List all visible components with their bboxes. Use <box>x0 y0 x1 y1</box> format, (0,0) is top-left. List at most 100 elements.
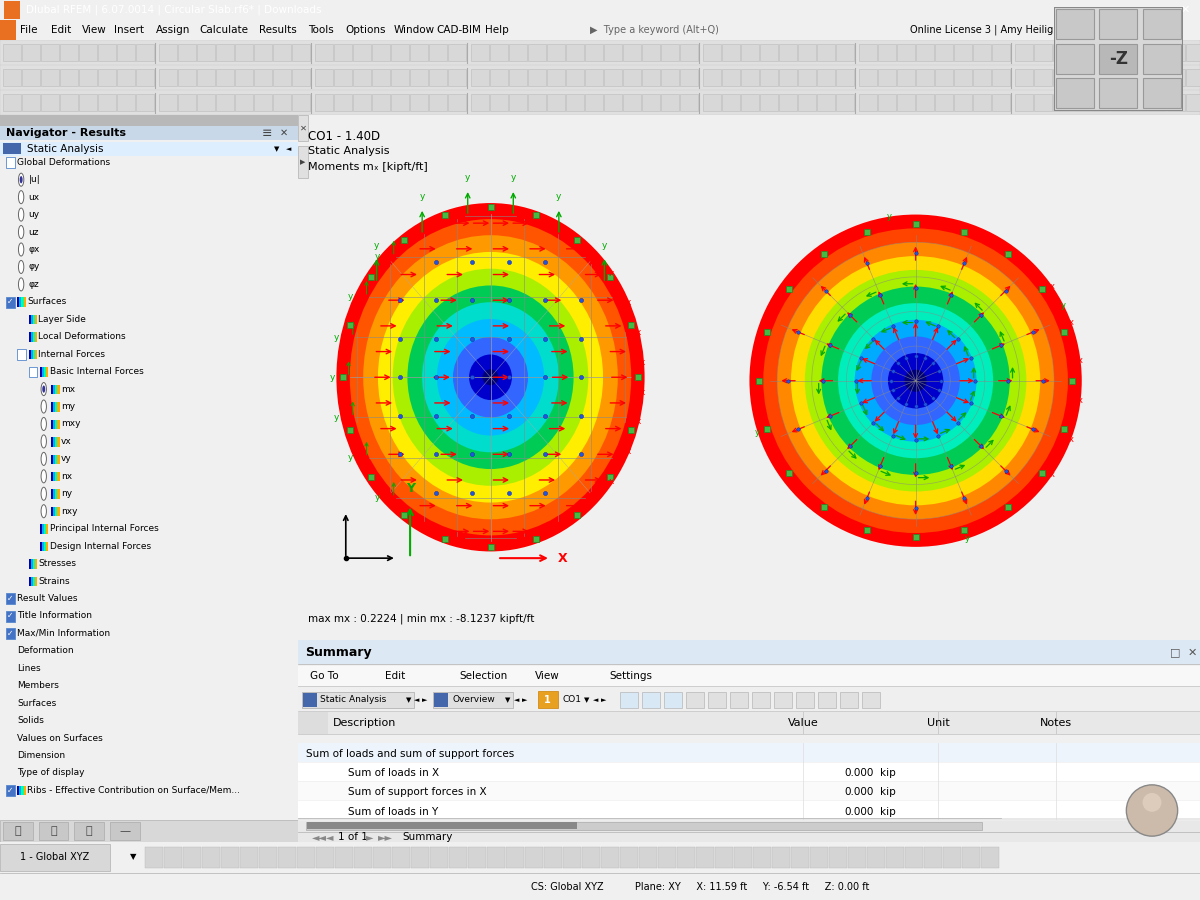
Bar <box>40 525 42 534</box>
Bar <box>32 577 35 586</box>
Bar <box>216 94 234 112</box>
Bar <box>52 437 53 446</box>
Bar <box>44 525 46 534</box>
Bar <box>164 847 182 868</box>
Text: 📁: 📁 <box>14 826 22 836</box>
Ellipse shape <box>336 203 644 552</box>
Bar <box>316 847 334 868</box>
Text: X: X <box>558 552 568 564</box>
Text: Solids: Solids <box>17 716 44 725</box>
Bar <box>58 490 60 499</box>
Circle shape <box>41 470 47 483</box>
Bar <box>44 367 46 377</box>
Text: Values on Surfaces: Values on Surfaces <box>17 734 103 742</box>
Ellipse shape <box>482 369 498 385</box>
Bar <box>703 94 721 112</box>
Bar <box>55 402 58 411</box>
Bar <box>178 94 196 112</box>
Bar <box>430 44 446 61</box>
Bar <box>1054 68 1072 86</box>
Bar <box>430 94 446 112</box>
Bar <box>1166 94 1186 112</box>
Text: x: x <box>635 418 641 427</box>
Bar <box>924 847 942 868</box>
Bar <box>52 402 53 411</box>
Bar <box>44 542 46 551</box>
Bar <box>235 68 253 86</box>
Bar <box>79 68 97 86</box>
Bar <box>298 742 1200 762</box>
Bar <box>158 94 178 112</box>
Ellipse shape <box>408 285 574 469</box>
Bar <box>136 44 154 61</box>
Bar <box>661 94 679 112</box>
Bar <box>582 847 600 868</box>
Bar <box>1142 9 1181 40</box>
Bar <box>46 367 48 377</box>
Text: Layer Side: Layer Side <box>38 315 86 324</box>
Text: Lines: Lines <box>17 663 41 672</box>
Bar <box>391 44 409 61</box>
Bar <box>307 823 577 829</box>
Text: Type of display: Type of display <box>17 769 85 778</box>
Text: ▼: ▼ <box>130 852 137 861</box>
Bar <box>992 44 1010 61</box>
Bar <box>22 786 24 796</box>
Text: 👁: 👁 <box>50 826 56 836</box>
Bar <box>848 847 866 868</box>
Bar <box>935 44 953 61</box>
Bar <box>29 350 31 359</box>
Bar <box>1099 9 1138 40</box>
Bar <box>547 94 565 112</box>
Bar <box>506 847 524 868</box>
Bar <box>973 68 991 86</box>
Bar <box>810 847 828 868</box>
Bar <box>566 68 584 86</box>
Bar <box>392 847 410 868</box>
Text: x: x <box>1050 283 1055 292</box>
Bar <box>6 611 14 622</box>
Circle shape <box>1142 793 1162 812</box>
Bar <box>52 507 53 517</box>
Bar <box>259 847 277 868</box>
Bar <box>658 847 676 868</box>
Bar <box>430 68 446 86</box>
Bar <box>528 44 546 61</box>
Bar <box>58 507 60 517</box>
Text: Global Deformations: Global Deformations <box>17 158 110 166</box>
Bar <box>1072 44 1090 61</box>
Circle shape <box>854 320 977 442</box>
Text: Overview: Overview <box>452 696 496 705</box>
Bar <box>298 818 1200 832</box>
Bar <box>1072 94 1090 112</box>
Text: y: y <box>466 174 470 183</box>
Bar <box>0 115 298 126</box>
Circle shape <box>41 382 47 396</box>
Text: CS: Global XYZ          Plane: XY     X: 11.59 ft     Y: -6.54 ft     Z: 0.00 ft: CS: Global XYZ Plane: XY X: 11.59 ft Y: … <box>530 882 869 893</box>
Bar <box>42 367 44 377</box>
Text: □: □ <box>1170 648 1181 658</box>
Bar <box>623 44 641 61</box>
Text: ✓: ✓ <box>7 786 13 795</box>
Text: ◄◄: ◄◄ <box>312 832 326 842</box>
Bar <box>354 847 372 868</box>
Bar <box>754 847 772 868</box>
Text: max mx : 0.2224 | min mx : -8.1237 kipft/ft: max mx : 0.2224 | min mx : -8.1237 kipft… <box>308 613 535 624</box>
Text: Sum of loads in X: Sum of loads in X <box>348 769 439 778</box>
Circle shape <box>822 286 1009 475</box>
Bar <box>52 437 60 446</box>
Text: ✕: ✕ <box>280 128 288 139</box>
Bar <box>373 847 391 868</box>
Text: Navigator - Results: Navigator - Results <box>6 128 126 139</box>
Bar <box>298 781 1200 800</box>
Text: x: x <box>608 268 614 277</box>
Bar <box>298 687 1200 711</box>
Bar <box>642 44 660 61</box>
Text: x: x <box>581 238 587 248</box>
Bar <box>742 94 760 112</box>
Bar <box>2 68 22 86</box>
Bar <box>40 367 48 377</box>
Text: φz: φz <box>29 280 40 289</box>
Circle shape <box>41 505 47 518</box>
Bar <box>2 94 22 112</box>
